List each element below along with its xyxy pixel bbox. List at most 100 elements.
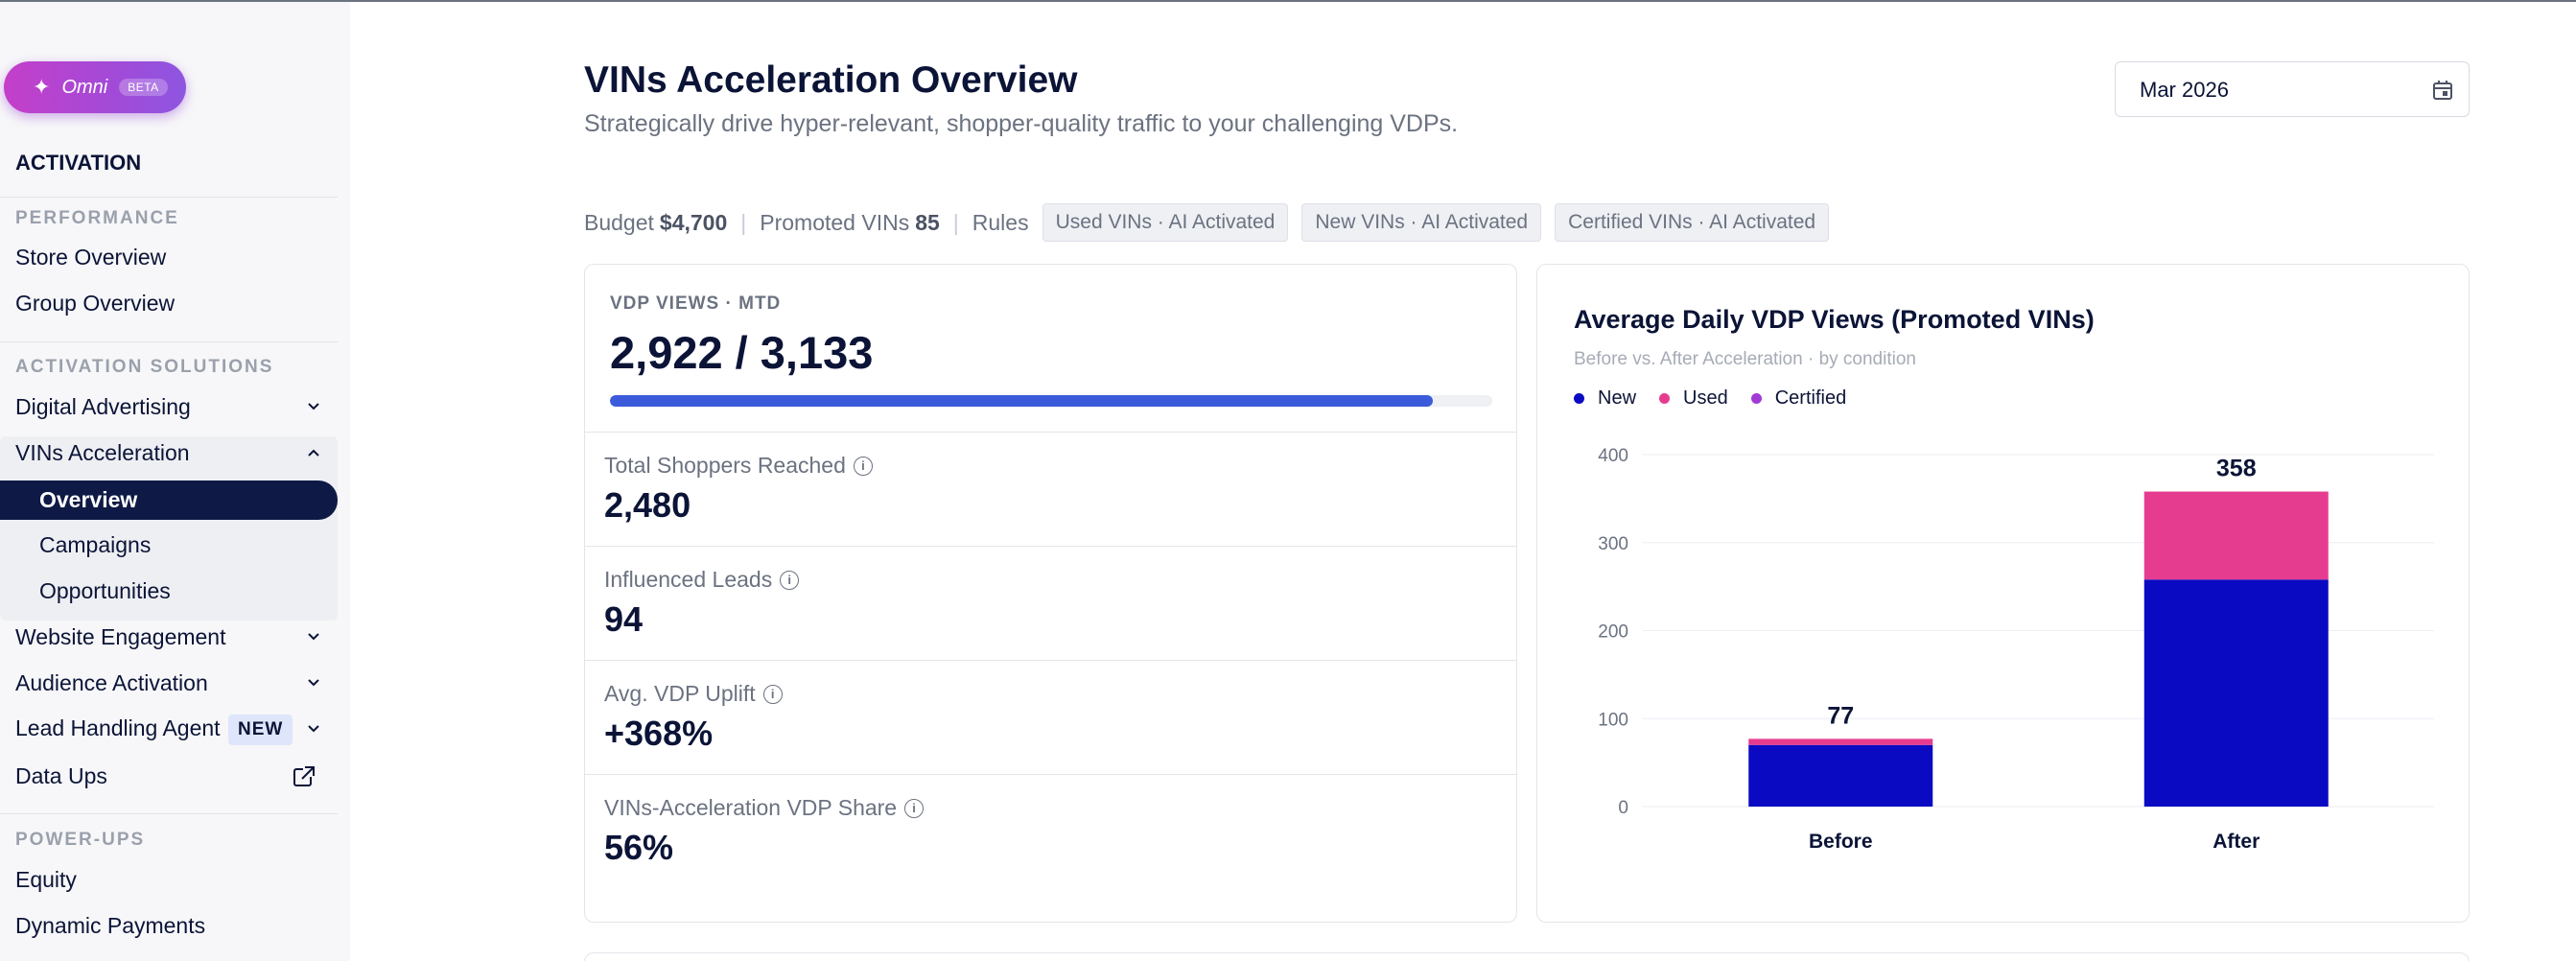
vdp-views-label: VDP VIEWS · MTD [610, 293, 782, 314]
stat-label-text: Avg. VDP Uplift [604, 681, 756, 706]
kpi-card: VDP VIEWS · MTD 2,922 / 3,133 Total Shop… [584, 264, 1517, 923]
vdp-views-value: 2,922 / 3,133 [610, 327, 874, 378]
separator: | [740, 209, 747, 235]
y-tick-label: 100 [1598, 710, 1628, 730]
sidebar-item-website-engagement[interactable]: Website Engagement [15, 624, 226, 649]
stat-label-text: Total Shoppers Reached [604, 453, 846, 478]
bar-new-after [2143, 579, 2329, 807]
sidebar-item-overview[interactable]: Overview [0, 480, 338, 520]
info-icon[interactable]: i [780, 570, 800, 590]
sidebar-heading: ACTIVATION [15, 151, 142, 175]
sidebar-item-audience-activation[interactable]: Audience Activation [15, 670, 208, 695]
sidebar-item-campaigns[interactable]: Campaigns [39, 532, 152, 557]
chart-title: Average Daily VDP Views (Promoted VINs) [1574, 305, 2095, 334]
stat-value-uplift: +368% [604, 714, 714, 753]
vdp-progress-fill [610, 395, 1434, 407]
rules-label: Rules [972, 209, 1029, 235]
sidebar-item-overview-label: Overview [39, 487, 138, 512]
row-divider [585, 432, 1516, 433]
sidebar-item-store-overview[interactable]: Store Overview [15, 245, 167, 270]
sidebar: ✦ Omni BETA ACTIVATION PERFORMANCE Store… [0, 2, 350, 961]
chart-card: Average Daily VDP Views (Promoted VINs) … [1536, 264, 2470, 923]
chevron-down-icon[interactable] [305, 722, 322, 736]
rule-chip-new[interactable]: New VINs · AI Activated [1301, 203, 1542, 242]
y-tick-label: 400 [1598, 446, 1628, 466]
sidebar-item-digital-advertising[interactable]: Digital Advertising [15, 394, 191, 419]
legend-label-certified: Certified [1774, 387, 1847, 409]
chevron-down-icon[interactable] [305, 676, 322, 690]
bar-new-before [1748, 744, 1933, 807]
month-picker[interactable]: Mar 2026 [2115, 61, 2470, 117]
legend-dot-certified [1750, 393, 1762, 404]
info-icon[interactable]: i [904, 798, 925, 818]
summary-row: Budget $4,700 | Promoted VINs 85 | Rules… [584, 203, 1830, 242]
promoted-label: Promoted VINs [760, 209, 910, 235]
stat-label-text: VINs-Acceleration VDP Share [604, 795, 898, 820]
chart-legend: New Used Certified [1574, 387, 1869, 410]
bar-total-label: 358 [2216, 456, 2257, 482]
stat-label-text: Influenced Leads [604, 567, 773, 592]
bar-total-label: 77 [1827, 702, 1854, 729]
y-tick-label: 300 [1598, 534, 1628, 554]
stat-label-leads: Influenced Leads i [604, 567, 800, 593]
omni-label: Omni [61, 76, 108, 98]
sidebar-divider [0, 197, 338, 198]
sidebar-item-vins-acceleration[interactable]: VINs Acceleration [15, 440, 190, 465]
section-power-ups: POWER-UPS [15, 830, 146, 850]
row-divider [585, 774, 1516, 775]
section-activation-solutions: ACTIVATION SOLUTIONS [15, 357, 274, 377]
month-picker-value: Mar 2026 [2140, 78, 2229, 102]
info-icon[interactable]: i [853, 456, 873, 476]
vdp-progress-bar [610, 395, 1492, 407]
stat-value-leads: 94 [604, 599, 644, 639]
page-subtitle: Strategically drive hyper-relevant, shop… [584, 110, 1459, 137]
y-tick-label: 200 [1598, 622, 1628, 643]
sidebar-item-lead-handling-agent[interactable]: Lead Handling Agent [15, 715, 221, 740]
legend-dot-used [1659, 393, 1671, 404]
calendar-icon [2433, 81, 2452, 100]
rule-chip-certified[interactable]: Certified VINs · AI Activated [1555, 203, 1830, 242]
legend-dot-new [1574, 393, 1584, 404]
row-divider [585, 546, 1516, 547]
sparkle-icon: ✦ [33, 75, 51, 99]
budget-label: Budget [584, 209, 654, 235]
bar-used-after [2143, 491, 2329, 580]
top-border [0, 0, 2576, 2]
omni-button[interactable]: ✦ Omni BETA [4, 61, 186, 113]
stat-label-share: VINs-Acceleration VDP Share i [604, 795, 925, 821]
chevron-down-icon[interactable] [305, 630, 322, 644]
beta-badge: BETA [119, 79, 168, 96]
info-icon[interactable]: i [762, 684, 783, 704]
sidebar-item-group-overview[interactable]: Group Overview [15, 291, 176, 316]
y-tick-label: 0 [1618, 798, 1628, 818]
legend-label-used: Used [1683, 387, 1728, 409]
chart-subtitle: Before vs. After Acceleration · by condi… [1574, 349, 1916, 369]
separator: | [952, 209, 959, 235]
promoted-value: 85 [915, 209, 940, 235]
new-badge: NEW [228, 715, 293, 745]
stat-label-shoppers: Total Shoppers Reached i [604, 453, 873, 479]
page-title: VINs Acceleration Overview [584, 59, 1078, 101]
legend-item-certified[interactable]: Certified [1750, 387, 1847, 410]
chevron-down-icon[interactable] [305, 400, 322, 413]
legend-item-new[interactable]: New [1574, 387, 1636, 410]
sidebar-item-data-ups[interactable]: Data Ups [15, 763, 107, 788]
sidebar-divider [0, 341, 338, 342]
x-tick-label: After [2213, 831, 2260, 853]
bar-chart: 0 100 200 300 400 77 Before 358 After [1598, 446, 2434, 853]
sidebar-item-equity[interactable]: Equity [15, 867, 77, 892]
next-card [584, 952, 2470, 961]
sidebar-divider [0, 813, 338, 814]
sidebar-item-opportunities[interactable]: Opportunities [39, 578, 171, 603]
legend-label-new: New [1598, 387, 1637, 409]
chevron-up-icon[interactable] [305, 446, 322, 459]
legend-item-used[interactable]: Used [1659, 387, 1728, 410]
row-divider [585, 660, 1516, 661]
sidebar-item-dynamic-payments[interactable]: Dynamic Payments [15, 913, 206, 938]
vins-acceleration-group [0, 436, 338, 621]
stat-label-uplift: Avg. VDP Uplift i [604, 681, 783, 707]
budget-value: $4,700 [659, 209, 728, 235]
rule-chip-used[interactable]: Used VINs · AI Activated [1042, 203, 1289, 242]
section-performance: PERFORMANCE [15, 208, 179, 228]
external-link-icon[interactable] [292, 764, 316, 789]
